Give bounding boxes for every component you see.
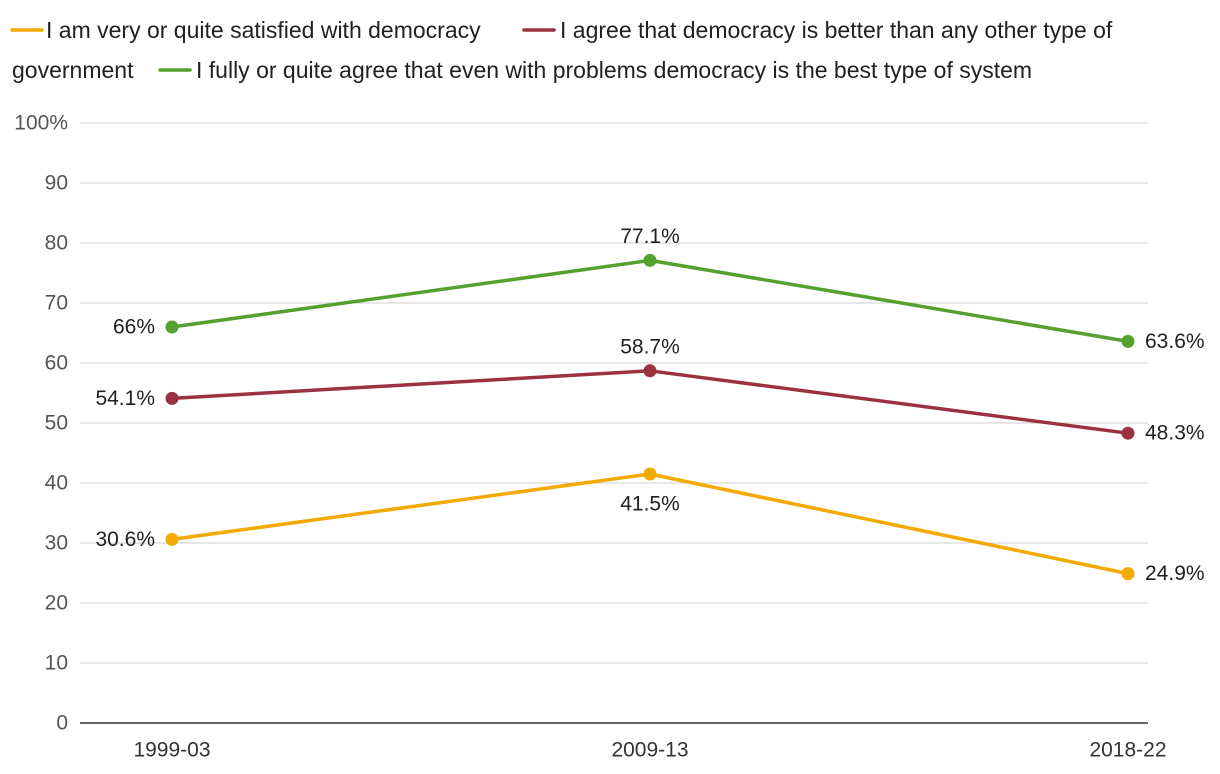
data-label-2-1999-03: 54.1% (95, 387, 155, 410)
x-tick-label-2009-13: 2009-13 (611, 739, 688, 762)
y-tick-label-90: 90 (45, 172, 68, 195)
y-tick-label-40: 40 (45, 472, 68, 495)
y-tick-label-0: 0 (56, 712, 68, 735)
legend-label-1: I am very or quite satisfied with democr… (46, 17, 481, 43)
series-2 (165, 364, 1135, 440)
data-point-3-2018-22 (1121, 334, 1135, 348)
data-point-2-1999-03 (165, 391, 179, 405)
y-axis: 0 10 20 30 40 50 60 70 80 90 100% (14, 112, 68, 735)
data-point-3-2009-13 (643, 253, 657, 267)
legend: I am very or quite satisfied with democr… (10, 17, 1113, 83)
series-1 (165, 467, 1135, 581)
series-line-3 (170, 258, 1130, 344)
legend-item-3: I fully or quite agree that even with pr… (158, 57, 1032, 83)
y-tick-label-100: 100% (14, 112, 68, 135)
series-line-2 (170, 369, 1130, 435)
y-tick-label-30: 30 (45, 532, 68, 555)
y-tick-label-60: 60 (45, 352, 68, 375)
y-tick-label-70: 70 (45, 292, 68, 315)
x-axis: 1999-03 2009-13 2018-22 (80, 722, 1167, 762)
data-point-2-2009-13 (643, 364, 657, 378)
gridlines (80, 122, 1148, 664)
legend-label-2: I agree that democracy is better than an… (12, 17, 1113, 83)
data-label-3-2009-13: 77.1% (620, 225, 680, 248)
data-label-2-2009-13: 58.7% (620, 335, 680, 358)
data-point-2-2018-22 (1121, 426, 1135, 440)
data-point-1-2018-22 (1121, 567, 1135, 581)
data-label-1-2009-13: 41.5% (620, 493, 680, 516)
data-label-1-2018-22: 24.9% (1145, 562, 1205, 585)
data-labels: 30.6% 41.5% 24.9% 54.1% 58.7% 48.3% 66% 77.1% 63… (95, 225, 1204, 585)
data-point-1-2009-13 (643, 467, 657, 481)
data-label-3-2018-22: 63.6% (1145, 330, 1205, 353)
legend-label-3: I fully or quite agree that even with pr… (196, 57, 1032, 83)
x-tick-label-2018-22: 2018-22 (1089, 739, 1166, 762)
x-tick-label-1999-03: 1999-03 (133, 739, 210, 762)
y-tick-label-10: 10 (45, 652, 68, 675)
data-point-3-1999-03 (165, 320, 179, 334)
data-point-1-1999-03 (165, 532, 179, 546)
data-label-3-1999-03: 66% (113, 316, 155, 339)
series-line-1 (170, 472, 1130, 576)
legend-item-1: I am very or quite satisfied with democr… (10, 17, 481, 43)
data-label-2-2018-22: 48.3% (1145, 422, 1205, 445)
series-group (165, 253, 1135, 581)
y-tick-label-20: 20 (45, 592, 68, 615)
series-3 (165, 253, 1135, 348)
y-tick-label-80: 80 (45, 232, 68, 255)
legend-item-2: I agree that democracy is better than an… (12, 17, 1113, 83)
y-tick-label-50: 50 (45, 412, 68, 435)
data-label-1-1999-03: 30.6% (95, 528, 155, 551)
